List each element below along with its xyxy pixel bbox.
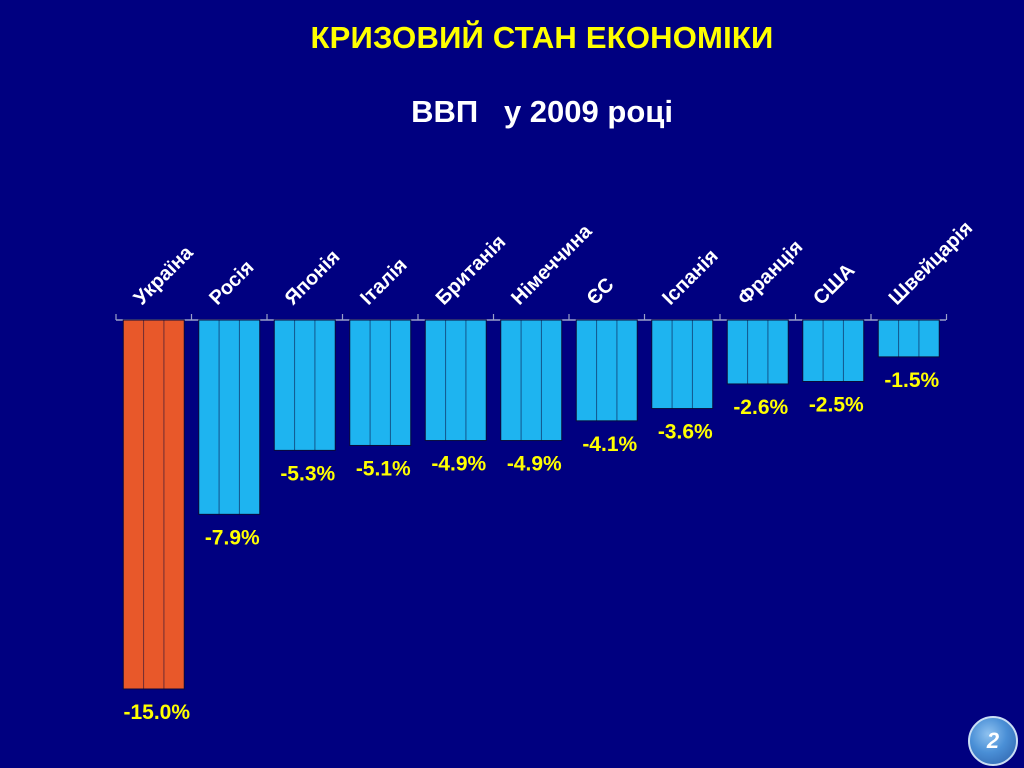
- bar-group: [273, 319, 336, 451]
- bar: [273, 319, 336, 451]
- bar-value-label: -4.9%: [431, 453, 486, 476]
- bar-group: [877, 319, 940, 358]
- category-label: ЄС: [583, 274, 619, 310]
- bar-value-label: -4.1%: [582, 433, 637, 456]
- category-label: Україна: [130, 241, 198, 309]
- axis-layer: [115, 314, 948, 321]
- bar-value-label: -15.0%: [123, 701, 190, 724]
- bar-value-label: -2.6%: [733, 396, 788, 419]
- category-label: Італія: [356, 254, 411, 309]
- slide-subtitle: ВВП у 2009 році: [411, 94, 673, 129]
- bar-group: [651, 319, 714, 410]
- category-label: Британія: [432, 231, 511, 310]
- bar: [424, 319, 487, 442]
- category-label: Швейцарія: [885, 217, 977, 309]
- bar: [500, 319, 563, 442]
- bar: [651, 319, 714, 410]
- bar: [122, 319, 185, 690]
- bar-value-label: -7.9%: [205, 526, 260, 549]
- page-number: 2: [986, 728, 1000, 753]
- bar: [575, 319, 638, 422]
- category-label: Іспанія: [658, 245, 722, 309]
- bar: [877, 319, 940, 358]
- category-label: Японія: [281, 246, 345, 310]
- bar-value-label: -2.5%: [809, 394, 864, 417]
- page-number-badge: 2: [968, 716, 1018, 766]
- bar-group: [575, 319, 638, 422]
- bars-layer: [122, 319, 940, 690]
- bar-value-label: -3.6%: [658, 421, 713, 444]
- bar-group: [349, 319, 412, 446]
- category-label: Росія: [205, 256, 258, 309]
- bar: [726, 319, 789, 385]
- bar-value-label: -4.9%: [507, 453, 562, 476]
- bar-group: [802, 319, 865, 382]
- bar: [198, 319, 261, 515]
- slide-title: КРИЗОВИЙ СТАН ЕКОНОМІКИ: [310, 20, 774, 55]
- bar-group: [500, 319, 563, 442]
- bar-value-label: -1.5%: [884, 369, 939, 392]
- category-label: США: [809, 259, 859, 309]
- bar-value-label: -5.1%: [356, 457, 411, 480]
- value-labels-layer: -15.0% -7.9% -5.3% -5.1% -4.9% -4.9% -4.1% -3.6…: [123, 369, 939, 724]
- category-labels-layer: Україна Росія Японія Італія БританіяНімеччин…: [130, 217, 977, 309]
- category-label: Франція: [734, 236, 808, 310]
- bar-group: [122, 319, 185, 690]
- bar-group: [424, 319, 487, 442]
- bar-group: [726, 319, 789, 385]
- bar: [349, 319, 412, 446]
- bar-group: [198, 319, 261, 515]
- bar: [802, 319, 865, 382]
- bar-value-label: -5.3%: [280, 462, 335, 485]
